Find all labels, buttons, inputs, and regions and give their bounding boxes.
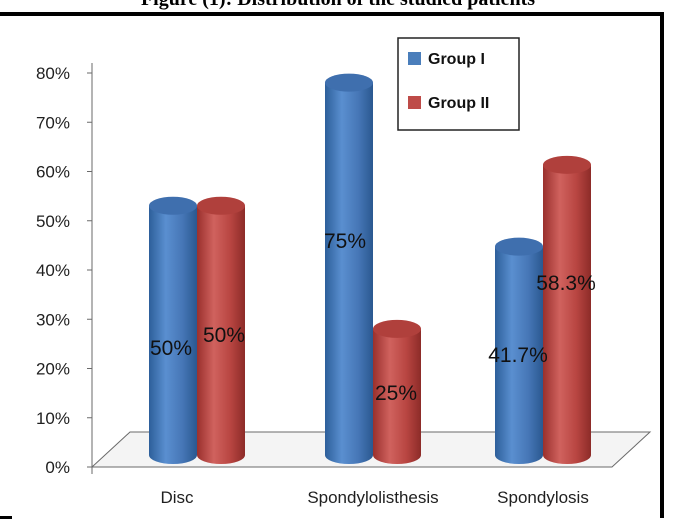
bar-body xyxy=(197,205,245,464)
corner-tick-mark xyxy=(0,516,12,519)
y-tick-label: 30% xyxy=(36,310,70,329)
chart-frame xyxy=(0,12,664,518)
legend-swatch xyxy=(408,52,421,65)
y-tick-label: 80% xyxy=(36,64,70,83)
y-tick-label: 40% xyxy=(36,261,70,280)
bar-top xyxy=(495,237,543,256)
legend-swatch xyxy=(408,96,421,109)
data-label: 41.7% xyxy=(488,344,548,367)
legend-label: Group II xyxy=(428,95,489,112)
bar-body xyxy=(373,328,421,464)
data-label: 75% xyxy=(324,230,366,253)
y-tick-label: 20% xyxy=(36,360,70,379)
figure-caption: Figure (1): Distribution of the studied … xyxy=(0,0,676,12)
bar-body xyxy=(495,246,543,464)
bars xyxy=(149,73,591,464)
data-label: 25% xyxy=(375,382,417,405)
bar-group-ii-disc xyxy=(197,196,245,464)
bar-top xyxy=(197,196,245,215)
y-tick-label: 0% xyxy=(45,458,70,477)
bar-body xyxy=(325,82,373,464)
data-label: 58.3% xyxy=(536,272,596,295)
category-label: Spondylosis xyxy=(497,488,589,507)
bar-group-ii-spondylosis xyxy=(543,155,591,464)
y-tick-label: 10% xyxy=(36,409,70,428)
bar-body xyxy=(543,164,591,464)
bar-top xyxy=(543,155,591,174)
bar-group-ii-spondylolisthesis xyxy=(373,319,421,464)
category-label: Disc xyxy=(160,488,194,507)
data-label: 50% xyxy=(150,337,192,360)
y-tick-label: 70% xyxy=(36,113,70,132)
bar-top xyxy=(373,319,421,338)
y-tick-label: 50% xyxy=(36,212,70,231)
bar-group-i-spondylosis xyxy=(495,237,543,464)
bar-top xyxy=(149,196,197,215)
category-label: Spondylolisthesis xyxy=(307,488,438,507)
legend-label: Group I xyxy=(428,51,485,68)
bar-top xyxy=(325,73,373,92)
bar-body xyxy=(149,205,197,464)
data-label: 50% xyxy=(203,324,245,347)
y-axis: 0% 10% 20% 30% 40% 50% 60% 70% 80% xyxy=(36,63,93,477)
legend-box xyxy=(397,37,520,131)
bar-group-i-disc xyxy=(149,196,197,464)
category-labels: Disc Spondylolisthesis Spondylosis xyxy=(160,488,588,507)
data-labels: 50% 50% 75% 25% 41.7% 58.3% xyxy=(150,230,596,405)
y-tick-label: 60% xyxy=(36,163,70,182)
bar-group-i-spondylolisthesis xyxy=(325,73,373,464)
legend: Group I Group II xyxy=(397,37,520,131)
